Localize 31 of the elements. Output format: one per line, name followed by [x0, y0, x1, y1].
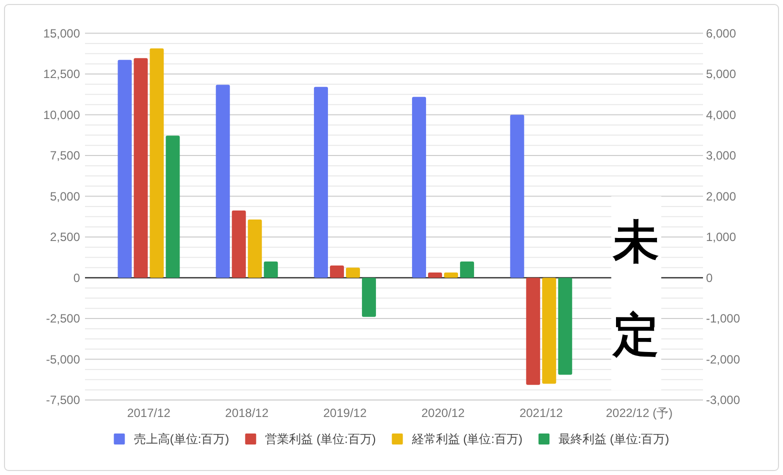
x-tick-label: 2019/12 [323, 406, 367, 420]
y-tick-label: -2,500 [46, 312, 80, 326]
y-tick-label: 5,000 [50, 189, 80, 204]
y-tick-label: 0 [73, 270, 80, 285]
y2-tick-label: 1,000 [706, 230, 736, 244]
y2-tick-label: 6,000 [706, 26, 736, 40]
legend-label: 最終利益 (単位:百万) [558, 432, 670, 446]
y-tick-label: 15,000 [43, 26, 80, 40]
y-tick-label: 10,000 [43, 108, 80, 122]
y2-tick-label: 2,000 [706, 189, 736, 204]
y-tick-label: 7,500 [50, 148, 80, 163]
annotation: 未定 [612, 215, 660, 360]
y2-tick-label: -2,000 [706, 352, 740, 366]
x-tick-label: 2022/12 (予) [606, 406, 673, 420]
x-tick-label: 2021/12 [519, 406, 564, 420]
y2-tick-label: 4,000 [706, 108, 736, 122]
legend-label: 経常利益 (単位:百万) [410, 432, 522, 446]
y2-tick-label: 3,000 [706, 148, 736, 163]
y2-tick-label: -3,000 [706, 393, 740, 407]
x-tick-label: 2017/12 [127, 406, 171, 420]
legend-label: 営業利益 (単位:百万) [265, 432, 376, 446]
x-tick-label: 2018/12 [225, 406, 269, 420]
y-tick-label: -7,500 [46, 393, 80, 407]
legend-label: 売上高(単位:百万) [134, 432, 230, 446]
y2-tick-label: 0 [706, 270, 713, 285]
y2-tick-label: -1,000 [706, 312, 740, 326]
y-tick-label: 12,500 [43, 67, 80, 82]
y2-tick-label: 5,000 [706, 67, 736, 82]
y-tick-label: 2,500 [50, 230, 80, 244]
x-tick-label: 2020/12 [421, 406, 466, 420]
y-tick-label: -5,000 [46, 352, 80, 366]
